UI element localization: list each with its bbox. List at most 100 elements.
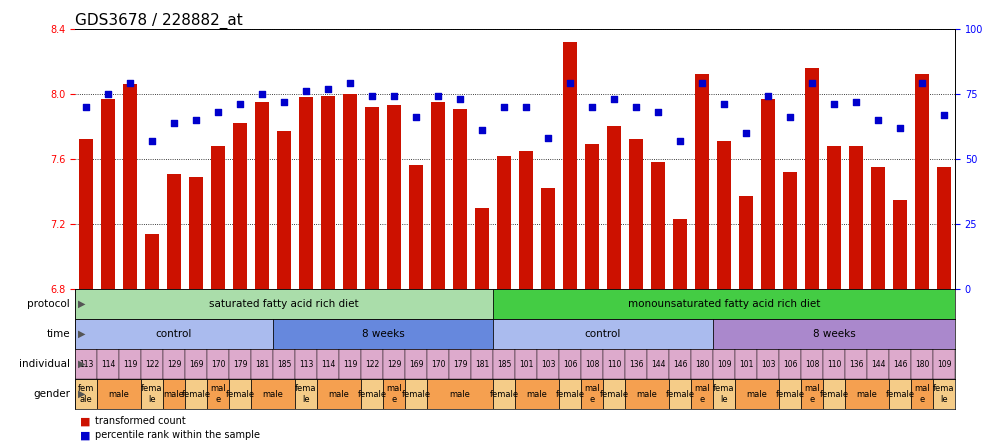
Text: female: female xyxy=(181,389,211,399)
Bar xyxy=(273,319,493,349)
Bar xyxy=(75,319,273,349)
Bar xyxy=(75,379,97,409)
Bar xyxy=(493,319,713,349)
Point xyxy=(562,80,578,87)
Text: 136: 136 xyxy=(849,360,863,369)
Text: gender: gender xyxy=(33,389,70,399)
Bar xyxy=(933,349,955,379)
Text: transformed count: transformed count xyxy=(95,416,186,426)
Bar xyxy=(431,102,445,289)
Bar xyxy=(889,349,911,379)
Text: 119: 119 xyxy=(123,360,137,369)
Bar xyxy=(603,349,625,379)
Bar xyxy=(493,349,515,379)
Text: female: female xyxy=(555,389,585,399)
Text: time: time xyxy=(46,329,70,339)
Point xyxy=(584,103,600,111)
Text: 136: 136 xyxy=(629,360,643,369)
Point xyxy=(936,111,952,118)
Text: male: male xyxy=(329,389,349,399)
Bar xyxy=(849,146,863,289)
Text: fema
le: fema le xyxy=(141,385,163,404)
Text: 8 weeks: 8 weeks xyxy=(813,329,855,339)
Bar xyxy=(783,172,797,289)
Text: 180: 180 xyxy=(695,360,709,369)
Text: mal
e: mal e xyxy=(914,385,930,404)
Point xyxy=(188,116,204,123)
Bar xyxy=(207,349,229,379)
Bar xyxy=(101,99,115,289)
Point xyxy=(298,88,314,95)
Point xyxy=(870,116,886,123)
Text: 114: 114 xyxy=(101,360,115,369)
Bar xyxy=(229,379,251,409)
Bar xyxy=(735,349,757,379)
Point xyxy=(452,95,468,103)
Bar xyxy=(321,95,335,289)
Text: 119: 119 xyxy=(343,360,357,369)
Text: female: female xyxy=(885,389,915,399)
Text: percentile rank within the sample: percentile rank within the sample xyxy=(95,430,260,440)
Text: control: control xyxy=(585,329,621,339)
Bar xyxy=(515,349,537,379)
Bar xyxy=(497,156,511,289)
Bar xyxy=(845,379,889,409)
Text: 144: 144 xyxy=(871,360,885,369)
Text: saturated fatty acid rich diet: saturated fatty acid rich diet xyxy=(209,299,359,309)
Bar xyxy=(295,349,317,379)
Bar xyxy=(141,379,163,409)
Text: 129: 129 xyxy=(387,360,401,369)
Bar xyxy=(387,105,401,289)
Bar xyxy=(911,349,933,379)
Point xyxy=(430,93,446,100)
Point xyxy=(210,108,226,115)
Text: monounsaturated fatty acid rich diet: monounsaturated fatty acid rich diet xyxy=(628,299,820,309)
Point xyxy=(496,103,512,111)
Text: fema
le: fema le xyxy=(933,385,955,404)
Text: mal
e: mal e xyxy=(804,385,820,404)
Bar xyxy=(669,349,691,379)
Text: 169: 169 xyxy=(189,360,203,369)
Text: 122: 122 xyxy=(145,360,159,369)
Bar xyxy=(537,349,559,379)
Bar xyxy=(255,102,269,289)
Text: male: male xyxy=(450,389,470,399)
Bar xyxy=(867,349,889,379)
Bar xyxy=(343,94,357,289)
Text: 106: 106 xyxy=(783,360,797,369)
Text: 109: 109 xyxy=(937,360,951,369)
Text: 113: 113 xyxy=(299,360,313,369)
Bar xyxy=(559,349,581,379)
Bar xyxy=(409,166,423,289)
Text: male: male xyxy=(637,389,657,399)
Bar xyxy=(251,379,295,409)
Bar xyxy=(185,349,207,379)
Bar xyxy=(119,349,141,379)
Text: male: male xyxy=(109,389,129,399)
Text: 8 weeks: 8 weeks xyxy=(362,329,404,339)
Bar xyxy=(889,379,911,409)
Point xyxy=(804,80,820,87)
Bar xyxy=(75,289,493,319)
Text: 122: 122 xyxy=(365,360,379,369)
Bar xyxy=(871,167,885,289)
Bar xyxy=(317,349,339,379)
Bar xyxy=(823,349,845,379)
Bar xyxy=(317,379,361,409)
Text: female: female xyxy=(489,389,519,399)
Bar xyxy=(75,349,97,379)
Text: ▶: ▶ xyxy=(78,299,86,309)
Bar xyxy=(339,349,361,379)
Point xyxy=(826,101,842,108)
Text: mal
e: mal e xyxy=(694,385,710,404)
Point xyxy=(892,124,908,131)
Bar xyxy=(651,162,665,289)
Bar xyxy=(167,174,181,289)
Bar xyxy=(299,97,313,289)
Bar xyxy=(647,349,669,379)
Text: male: male xyxy=(527,389,547,399)
Bar xyxy=(801,379,823,409)
Bar xyxy=(669,379,691,409)
Text: ▶: ▶ xyxy=(78,359,86,369)
Bar xyxy=(229,349,251,379)
